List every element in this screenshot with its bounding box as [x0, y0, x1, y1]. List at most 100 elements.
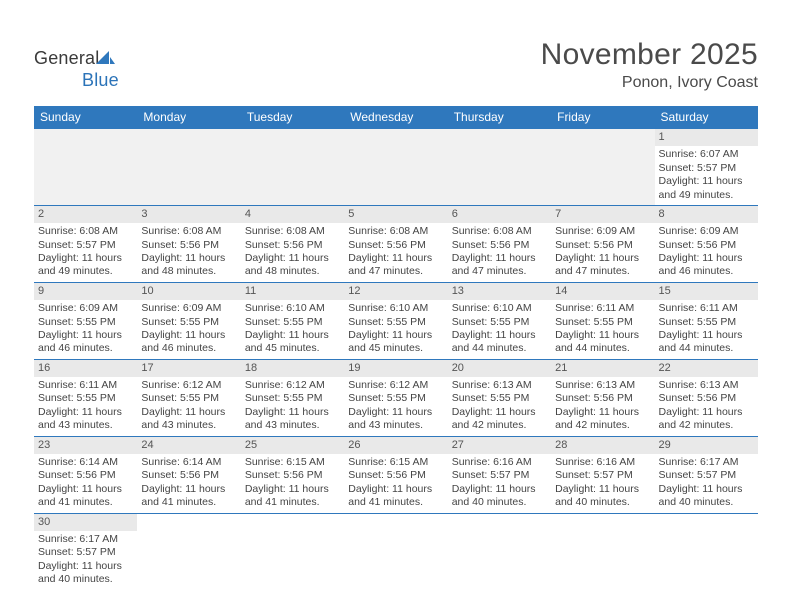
day-number: 18 [241, 360, 344, 377]
daylight-text: Daylight: 11 hours and 44 minutes. [452, 329, 547, 356]
sunset-text: Sunset: 5:57 PM [38, 239, 133, 252]
day-number: 5 [344, 206, 447, 223]
calendar-cell: 5Sunrise: 6:08 AMSunset: 5:56 PMDaylight… [344, 205, 447, 282]
sunrise-text: Sunrise: 6:09 AM [141, 302, 236, 315]
day-number: 27 [448, 437, 551, 454]
calendar-row: 23 Sunrise: 6:14 AM Sunset: 5:56 PM Dayligh… [34, 436, 758, 513]
calendar-row: 2Sunrise: 6:08 AMSunset: 5:57 PMDaylight… [34, 205, 758, 282]
daylight-text: Daylight: 11 hours and 48 minutes. [141, 252, 236, 279]
day-number: 23 [34, 437, 137, 454]
logo: General Blue [34, 48, 119, 91]
calendar-cell [551, 513, 654, 589]
day-body: Sunrise: 6:09 AMSunset: 5:56 PMDaylight:… [655, 223, 758, 282]
day-number: 3 [137, 206, 240, 223]
calendar-cell [137, 129, 240, 205]
logo-text-blue: Blue [82, 70, 119, 90]
calendar-cell [551, 129, 654, 205]
day-body: Sunrise: 6:12 AMSunset: 5:55 PMDaylight:… [241, 377, 344, 436]
daylight-text: Daylight: 11 hours and 40 minutes. [38, 560, 133, 587]
sunrise-text: Sunrise: 6:09 AM [38, 302, 133, 315]
day-body: Sunrise: 6:08 AMSunset: 5:57 PMDaylight:… [34, 223, 137, 282]
daylight-text: Daylight: 11 hours and 40 minutes. [555, 483, 650, 510]
day-number: 11 [241, 283, 344, 300]
sunset-text: Sunset: 5:56 PM [348, 239, 443, 252]
day-number: 26 [344, 437, 447, 454]
sunrise-text: Sunrise: 6:13 AM [452, 379, 547, 392]
sunset-text: Sunset: 5:55 PM [245, 316, 340, 329]
day-body: Sunrise: 6:09 AMSunset: 5:55 PMDaylight:… [34, 300, 137, 359]
calendar-cell: 17Sunrise: 6:12 AMSunset: 5:55 PMDayligh… [137, 359, 240, 436]
day-body: Sunrise: 6:12 AMSunset: 5:55 PMDaylight:… [344, 377, 447, 436]
day-header-row: Sunday Monday Tuesday Wednesday Thursday… [34, 106, 758, 129]
daylight-text: Daylight: 11 hours and 41 minutes. [348, 483, 443, 510]
sunset-text: Sunset: 5:56 PM [555, 392, 650, 405]
sunrise-text: Sunrise: 6:13 AM [555, 379, 650, 392]
day-body: Sunrise: 6:17 AMSunset: 5:57 PMDaylight:… [34, 531, 137, 590]
calendar-cell: 10Sunrise: 6:09 AMSunset: 5:55 PMDayligh… [137, 282, 240, 359]
sunrise-text: Sunrise: 6:12 AM [245, 379, 340, 392]
calendar-cell: 4 Sunrise: 6:08 AMSunset: 5:56 PMDaylight… [241, 205, 344, 282]
calendar-cell [448, 513, 551, 589]
daylight-text: Daylight: 11 hours and 44 minutes. [555, 329, 650, 356]
sunrise-text: Sunrise: 6:08 AM [245, 225, 340, 238]
sunset-text: Sunset: 5:55 PM [452, 392, 547, 405]
calendar-cell: 13Sunrise: 6:10 AMSunset: 5:55 PMDayligh… [448, 282, 551, 359]
sunrise-text: Sunrise: 6:09 AM [659, 225, 754, 238]
daylight-text: Daylight: 11 hours and 43 minutes. [141, 406, 236, 433]
daylight-text: Daylight: 11 hours and 47 minutes. [348, 252, 443, 279]
daylight-text: Daylight: 11 hours and 40 minutes. [452, 483, 547, 510]
day-number: 2 [34, 206, 137, 223]
calendar-row: 16Sunrise: 6:11 AMSunset: 5:55 PMDayligh… [34, 359, 758, 436]
sunset-text: Sunset: 5:56 PM [245, 239, 340, 252]
day-number: 22 [655, 360, 758, 377]
calendar-cell: 19Sunrise: 6:12 AMSunset: 5:55 PMDayligh… [344, 359, 447, 436]
sunset-text: Sunset: 5:55 PM [452, 316, 547, 329]
sunset-text: Sunset: 5:57 PM [659, 162, 754, 175]
day-body: Sunrise: 6:08 AMSunset: 5:56 PMDaylight:… [137, 223, 240, 282]
calendar-cell: 21Sunrise: 6:13 AMSunset: 5:56 PMDayligh… [551, 359, 654, 436]
sunrise-text: Sunrise: 6:08 AM [452, 225, 547, 238]
sunrise-text: Sunrise: 6:08 AM [141, 225, 236, 238]
sunset-text: Sunset: 5:55 PM [348, 392, 443, 405]
calendar-cell [344, 129, 447, 205]
daylight-text: Daylight: 11 hours and 49 minutes. [659, 175, 754, 202]
sunrise-text: Sunrise: 6:16 AM [555, 456, 650, 469]
calendar-cell: 11Sunrise: 6:10 AMSunset: 5:55 PMDayligh… [241, 282, 344, 359]
sunrise-text: Sunrise: 6:08 AM [38, 225, 133, 238]
day-number: 10 [137, 283, 240, 300]
day-number: 9 [34, 283, 137, 300]
day-body: Sunrise: 6:11 AMSunset: 5:55 PMDaylight:… [655, 300, 758, 359]
day-body: Sunrise: 6:15 AMSunset: 5:56 PMDaylight:… [344, 454, 447, 513]
logo-text-general: General [34, 48, 99, 68]
daylight-text: Daylight: 11 hours and 45 minutes. [348, 329, 443, 356]
calendar-row: 1Sunrise: 6:07 AMSunset: 5:57 PMDaylight… [34, 129, 758, 205]
day-body: Sunrise: 6:13 AMSunset: 5:56 PMDaylight:… [551, 377, 654, 436]
sunrise-text: Sunrise: 6:17 AM [659, 456, 754, 469]
day-body: Sunrise: 6:11 AMSunset: 5:55 PMDaylight:… [34, 377, 137, 436]
day-number: 25 [241, 437, 344, 454]
daylight-text: Daylight: 11 hours and 42 minutes. [659, 406, 754, 433]
title-block: November 2025 Ponon, Ivory Coast [541, 38, 758, 92]
calendar-cell [344, 513, 447, 589]
daylight-text: Daylight: 11 hours and 48 minutes. [245, 252, 340, 279]
page-subtitle: Ponon, Ivory Coast [541, 74, 758, 92]
sunset-text: Sunset: 5:56 PM [245, 469, 340, 482]
daylight-text: Daylight: 11 hours and 41 minutes. [38, 483, 133, 510]
day-number: 14 [551, 283, 654, 300]
calendar-cell: 9Sunrise: 6:09 AMSunset: 5:55 PMDaylight… [34, 282, 137, 359]
day-number: 4 [241, 206, 344, 223]
day-number: 29 [655, 437, 758, 454]
day-body: Sunrise: 6:08 AMSunset: 5:56 PMDaylight:… [344, 223, 447, 282]
calendar-row: 9Sunrise: 6:09 AMSunset: 5:55 PMDaylight… [34, 282, 758, 359]
calendar-cell [137, 513, 240, 589]
sunrise-text: Sunrise: 6:11 AM [659, 302, 754, 315]
day-header: Saturday [655, 106, 758, 129]
sunrise-text: Sunrise: 6:14 AM [141, 456, 236, 469]
sunset-text: Sunset: 5:55 PM [38, 316, 133, 329]
sunrise-text: Sunrise: 6:11 AM [38, 379, 133, 392]
day-header: Thursday [448, 106, 551, 129]
daylight-text: Daylight: 11 hours and 41 minutes. [141, 483, 236, 510]
calendar-cell [655, 513, 758, 589]
daylight-text: Daylight: 11 hours and 43 minutes. [38, 406, 133, 433]
calendar-cell: 25Sunrise: 6:15 AMSunset: 5:56 PMDayligh… [241, 436, 344, 513]
